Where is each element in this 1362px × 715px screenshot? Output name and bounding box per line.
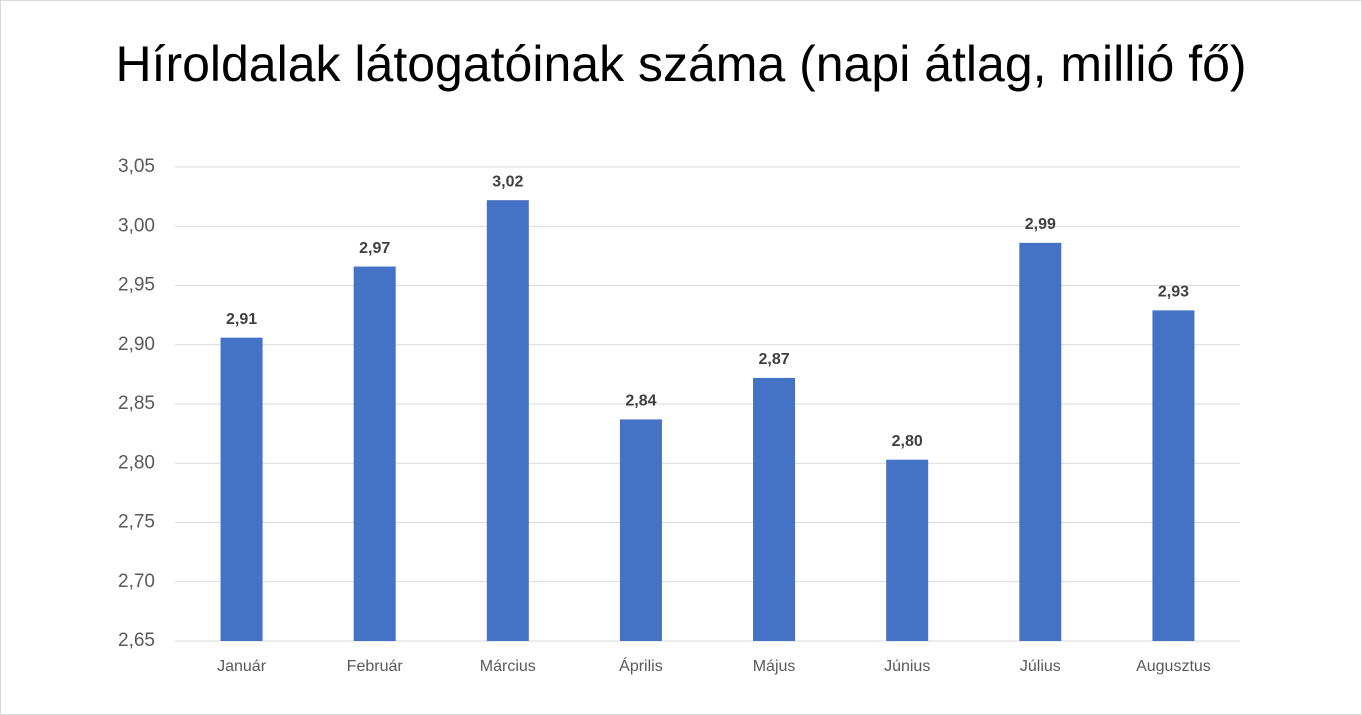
- y-tick-label: 2,90: [118, 334, 155, 355]
- chart-title: Híroldalak látogatóinak száma (napi átla…: [115, 36, 1246, 92]
- value-label: 2,87: [758, 351, 789, 368]
- y-tick-label: 2,75: [118, 512, 155, 533]
- value-label: 2,84: [625, 393, 656, 410]
- bar: [220, 337, 263, 641]
- bar: [1019, 242, 1062, 641]
- value-label: 3,02: [492, 173, 523, 190]
- y-tick-label: 2,80: [118, 452, 155, 473]
- x-tick-label: Augusztus: [1136, 658, 1211, 675]
- x-tick-label: Április: [619, 656, 663, 675]
- y-tick-label: 2,95: [118, 275, 155, 296]
- y-tick-label: 3,05: [118, 156, 155, 177]
- y-tick-label: 2,70: [118, 571, 155, 592]
- bar: [353, 266, 396, 641]
- x-tick-label: Február: [347, 658, 404, 675]
- value-label: 2,97: [359, 240, 390, 257]
- y-tick-label: 3,00: [118, 215, 155, 236]
- x-tick-label: Július: [1020, 658, 1061, 675]
- value-label: 2,99: [1025, 216, 1056, 233]
- bar: [886, 459, 929, 641]
- bar: [753, 377, 796, 641]
- x-tick-label: Január: [217, 658, 267, 675]
- y-tick-label: 2,85: [118, 393, 155, 414]
- value-label: 2,91: [226, 311, 257, 328]
- y-tick-label: 2,65: [118, 630, 155, 651]
- x-tick-label: Május: [753, 658, 796, 675]
- bar: [486, 200, 529, 641]
- x-tick-label: Június: [884, 658, 930, 675]
- value-label: 2,80: [892, 433, 923, 450]
- x-tick-label: Március: [480, 658, 536, 675]
- bar: [619, 419, 662, 641]
- bar: [1152, 310, 1195, 641]
- value-label: 2,93: [1158, 284, 1189, 301]
